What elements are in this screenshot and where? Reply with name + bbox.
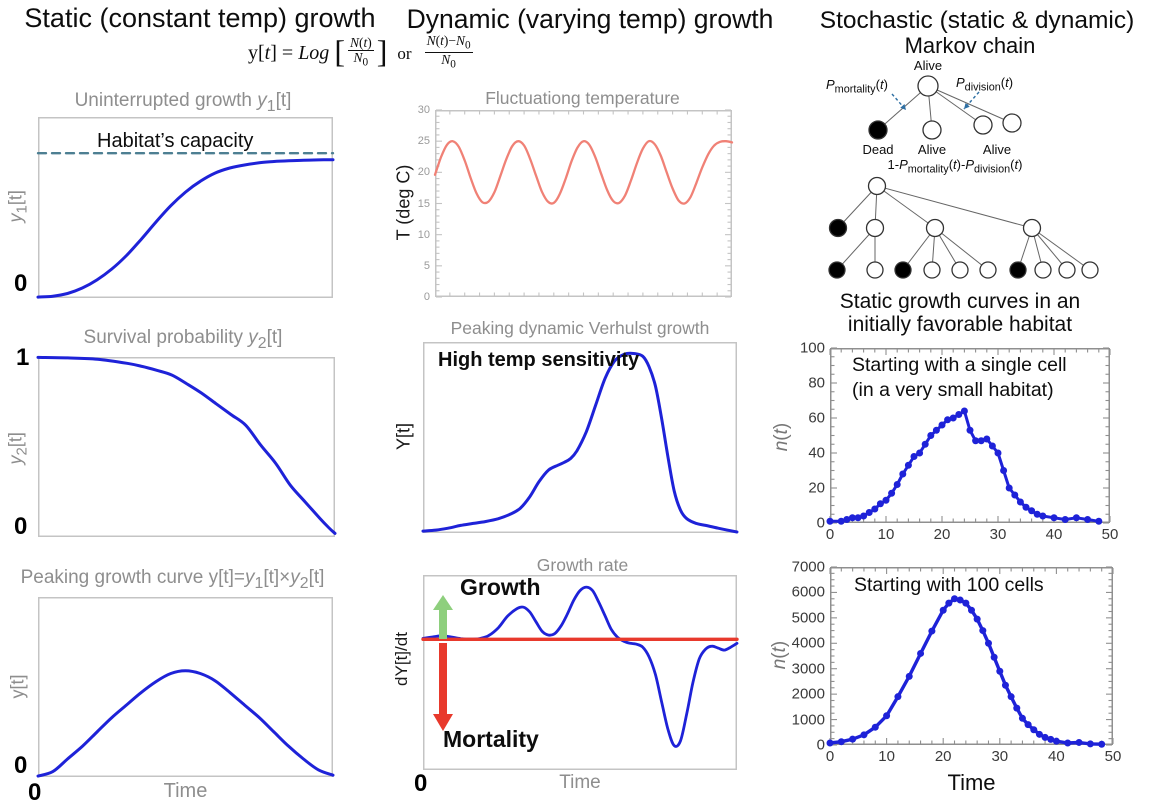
tick-label: 0 [816,514,825,532]
tick-label: 60 [808,409,825,427]
single-cell-annotation-line2: (in a very small habitat) [852,379,1054,401]
markov-chain-diagram: Alive Pmortality(t) Pdivision(t) Dead Al… [800,58,1140,176]
tick-label: 50 [1104,748,1122,765]
formula-fraction-1: N(t) N0 [347,34,374,70]
origin-label: 0 [14,270,28,297]
stochastic-caption: Static growth curves in an initially fav… [800,290,1120,336]
column-header-stochastic: Stochastic (static & dynamic) [819,7,1135,34]
single-cell-annotation-line1: Starting with a single cell [852,354,1067,376]
tick-label: 20 [808,479,825,497]
verhulst-growth-plot [421,342,739,534]
markov-alive-pair-label: Alive [982,142,1012,157]
growth-rate-plot [421,575,739,770]
markov-dead-label: Dead [862,142,894,157]
tick-label: 0 [825,526,835,543]
tick-label: 3000 [791,660,825,678]
plot-title-peaking-growth: Peaking growth curve y[t]=y1[t]×y2[t] [20,567,325,592]
markov-p-mortality-label: Pmortality(t) [826,77,888,96]
tick-label: 15 [417,197,430,210]
growth-label: Growth [460,574,541,600]
tick-label: 20 [417,166,430,179]
tick-label: 40 [808,444,825,462]
markov-chain-graph [868,75,1022,140]
tick-label: 5 [423,259,430,272]
tick-label-one: 1 [16,344,30,371]
formula-close-bracket: ] [376,33,388,69]
y-axis-label-y1: y1[t] [5,190,31,223]
formula-or: or [397,44,412,64]
tick-label: 30 [991,748,1009,765]
growth-formula: y[t] = Log [N(t) N0] or N(t)−N0 N0 [248,33,588,73]
y-axis-label-Yt: Y[t] [393,423,414,451]
y-axis-label-nt-hundred: n(t) [769,640,790,670]
peaking-growth-plot [36,597,335,778]
markov-p-division-label: Pdivision(t) [956,75,1014,94]
hundred-cells-stochastic-plot [826,566,1114,748]
origin-label-growth-rate: 0 [414,770,428,797]
tick-label: 0 [423,291,430,303]
plot-title-temperature: Fluctuationg temperature [485,88,680,108]
plot-title-verhulst: Peaking dynamic Verhulst growth [450,318,710,338]
tick-label: 5000 [791,609,825,627]
temperature-plot [433,109,734,298]
tick-label: 40 [1048,748,1065,765]
growth-arrow-icon [433,595,453,639]
y-axis-label-y: y[t] [7,674,28,699]
tick-label: 20 [933,526,951,543]
caption-line-2: initially favorable habitat [847,313,1073,336]
plot-title-uninterrupted-growth: Uninterrupted growth y1[t] [74,90,292,115]
high-temp-sensitivity-annotation: High temp sensitivity [438,349,640,371]
formula-lhs: y[t] = Log [248,42,330,65]
markov-alive-top-label: Alive [913,58,943,73]
tick-label: 20 [934,748,952,765]
tick-label: 10 [877,526,895,543]
tick-label-zero: 0 [14,513,28,540]
tick-label: 10 [417,228,430,241]
tick-label: 30 [417,104,430,116]
tick-label: 40 [1045,526,1063,543]
habitat-capacity-annotation: Habitat’s capacity [97,130,254,152]
formula-open-bracket: [ [334,33,345,69]
single-cell-stochastic-plot [826,347,1111,525]
plot-title-growth-rate: Growth rate [536,555,629,575]
lineage-tree-diagram [828,176,1099,279]
y-axis-label-temperature: T (deg C) [393,164,414,241]
tick-label: 4000 [791,634,825,652]
column-header-dynamic: Dynamic (varying temp) growth [406,4,774,34]
survival-probability-plot [36,355,337,537]
origin-y-label: 0 [14,752,28,779]
x-axis-label-time-growth-rate: Time [559,772,601,793]
x-axis-label-time-stochastic: Time [947,770,996,795]
tick-label: 1000 [791,711,825,729]
tick-label: 0 [816,736,825,754]
tick-label: 10 [878,748,895,765]
y-axis-label-y2: y2[t] [5,432,31,465]
tick-label: 100 [799,339,825,357]
tick-label: 50 [1101,526,1119,543]
markov-chain-title: Markov chain [904,33,1036,58]
y-axis-label-dydt: dY[t]/dt [392,632,411,686]
column-header-static: Static (constant temp) growth [24,3,376,33]
tick-label: 30 [989,526,1007,543]
plot-title-survival-probability: Survival probability y2[t] [83,327,283,352]
y-axis-label-nt-single: n(t) [771,422,792,452]
markov-stay-probability-label: 1-Pmortality(t)-Pdivision(t) [887,157,1023,176]
tick-label: 80 [808,374,825,392]
uninterrupted-growth-plot [36,117,335,299]
tick-label: 0 [825,748,835,765]
mortality-label: Mortality [443,726,539,752]
origin-x-label: 0 [28,779,42,806]
caption-line-1: Static growth curves in an [839,290,1081,313]
tick-label: 25 [417,135,430,148]
x-axis-label-time: Time [163,780,208,802]
markov-alive-mid-label: Alive [917,142,947,157]
hundred-cells-annotation: Starting with 100 cells [854,574,1044,596]
formula-fraction-2: N(t)−N0 N0 [424,33,473,71]
tick-label: 6000 [791,583,825,601]
tick-label: 2000 [791,685,825,703]
mortality-arrow-icon [433,643,453,731]
tick-label: 7000 [791,558,825,576]
